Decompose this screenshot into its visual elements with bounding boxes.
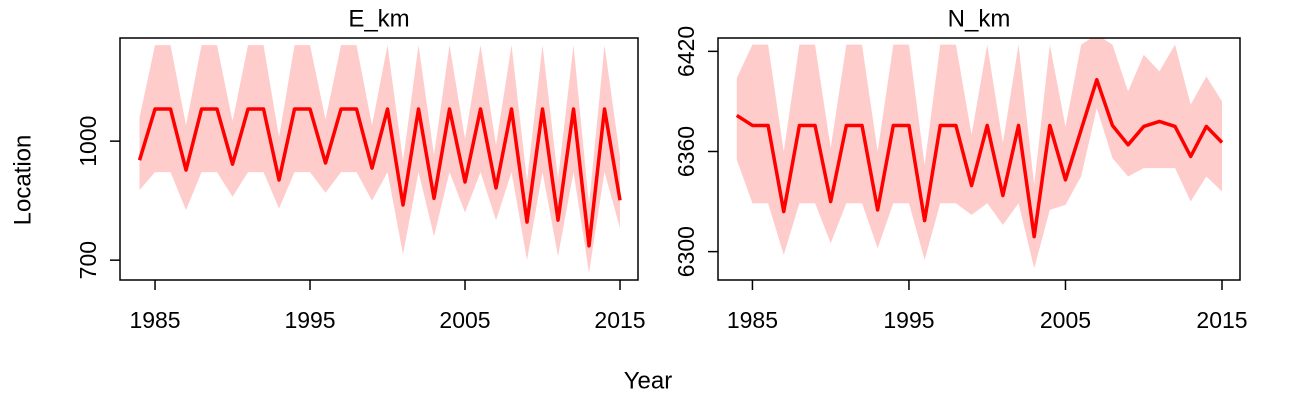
x-tick-label: 1995 [883,307,934,333]
x-tick-label: 2005 [439,307,490,333]
line [137,107,622,248]
x-axis-label: Year [624,367,673,394]
chart-title: E_km [348,5,409,32]
x-tick-label: 1995 [284,307,335,333]
plot-frame [717,37,1241,281]
y-axis-label: Location [9,135,36,226]
x-tick-label: 2015 [1196,307,1247,333]
y-tick-label: 700 [75,241,101,279]
y-tick-label: 6420 [673,26,699,77]
line [735,77,1224,239]
y-tick-label: 1000 [75,116,101,167]
x-tick-label: 1985 [727,307,778,333]
chart-title: N_km [948,5,1011,32]
y-tick-label: 6360 [673,126,699,177]
x-tick-label: 1985 [129,307,180,333]
confidence-band [139,45,621,273]
x-tick-label: 2015 [594,307,645,333]
y-tick-label: 6300 [673,226,699,277]
plot-area [735,38,1224,269]
x-tick-label: 2005 [1040,307,1091,333]
plot-frame [119,37,639,281]
plot-area [137,45,622,273]
